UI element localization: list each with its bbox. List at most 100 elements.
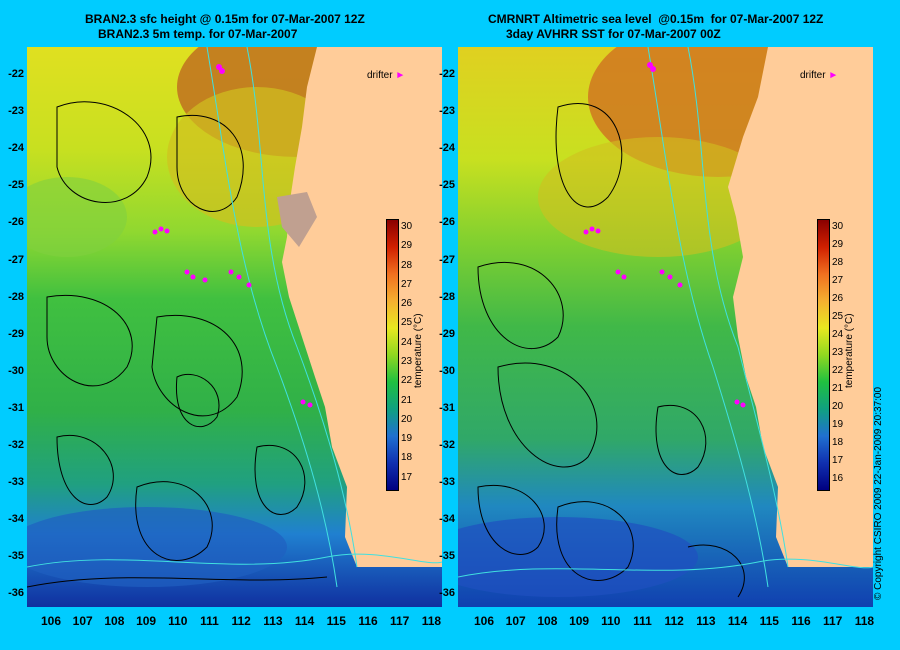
colorbar-tick: 26 bbox=[401, 298, 413, 310]
colorbar-tick: 17 bbox=[401, 471, 413, 483]
left-title-line2: BRAN2.3 5m temp. for 07-Mar-2007 bbox=[98, 27, 298, 41]
x-axis-label: 116 bbox=[358, 614, 378, 628]
y-axis-label: -33 bbox=[439, 476, 455, 489]
right-drifter-legend: drifter ► bbox=[800, 70, 838, 81]
x-axis-label: 112 bbox=[664, 614, 684, 628]
x-axis-label: 107 bbox=[505, 614, 526, 628]
left-land bbox=[282, 47, 442, 567]
right-map-panel bbox=[458, 47, 873, 607]
colorbar-tick: 18 bbox=[401, 452, 413, 464]
y-axis-label: -22 bbox=[439, 68, 455, 80]
y-axis-label: -36 bbox=[439, 587, 455, 600]
y-axis-label: -25 bbox=[8, 179, 24, 192]
left-colorbar-unit: temperature (°C) bbox=[413, 313, 424, 388]
colorbar-tick: 25 bbox=[401, 317, 413, 329]
colorbar-tick: 17 bbox=[832, 455, 844, 466]
x-axis-label: 111 bbox=[200, 614, 219, 628]
right-colorbar bbox=[817, 219, 830, 491]
y-axis-label: -31 bbox=[439, 401, 455, 414]
x-axis-label: 110 bbox=[168, 614, 188, 628]
left-title-line1: BRAN2.3 sfc height @ 0.15m for 07-Mar-20… bbox=[85, 12, 365, 26]
x-axis-label: 117 bbox=[390, 614, 410, 628]
y-axis-label: -23 bbox=[8, 105, 24, 118]
colorbar-tick: 20 bbox=[401, 413, 413, 425]
x-axis-label: 107 bbox=[72, 614, 93, 628]
colorbar-tick: 24 bbox=[401, 336, 413, 348]
x-axis-label: 106 bbox=[473, 614, 495, 628]
left-map-graphic bbox=[27, 47, 442, 607]
drifter-label: drifter bbox=[800, 70, 826, 81]
left-colorbar bbox=[386, 219, 399, 491]
y-axis-label: -22 bbox=[8, 68, 24, 80]
y-axis-label: -34 bbox=[8, 513, 24, 526]
colorbar-tick: 16 bbox=[832, 473, 844, 484]
y-axis-label: -24 bbox=[439, 142, 455, 155]
x-axis-label: 109 bbox=[569, 614, 590, 628]
y-axis-label: -28 bbox=[439, 290, 455, 303]
y-axis-label: -25 bbox=[439, 179, 455, 192]
colorbar-tick: 21 bbox=[401, 394, 413, 406]
colorbar-tick: 28 bbox=[401, 259, 413, 271]
x-axis-label: 109 bbox=[136, 614, 157, 628]
right-colorbar-unit: temperature (°C) bbox=[844, 313, 855, 388]
colorbar-tick: 30 bbox=[401, 221, 413, 232]
colorbar-tick: 22 bbox=[401, 375, 413, 387]
y-axis-label: -30 bbox=[439, 364, 455, 377]
colorbar-tick: 30 bbox=[832, 221, 844, 232]
x-axis-label: 106 bbox=[40, 614, 62, 628]
y-axis-label: -27 bbox=[8, 253, 24, 266]
y-axis-label: -34 bbox=[439, 513, 455, 526]
drifter-label: drifter bbox=[367, 70, 393, 81]
x-axis-label: 112 bbox=[231, 614, 251, 628]
y-axis-label: -35 bbox=[439, 550, 455, 563]
colorbar-tick: 26 bbox=[832, 293, 844, 304]
right-title-line2: 3day AVHRR SST for 07-Mar-2007 00Z bbox=[506, 27, 721, 41]
colorbar-tick: 27 bbox=[832, 275, 844, 286]
colorbar-tick: 29 bbox=[832, 239, 844, 250]
drifter-icon: ► bbox=[395, 70, 406, 81]
y-axis-label: -32 bbox=[8, 439, 24, 451]
right-map-graphic bbox=[458, 47, 873, 607]
x-axis-label: 108 bbox=[537, 614, 558, 628]
colorbar-tick: 19 bbox=[401, 433, 413, 445]
y-axis-label: -32 bbox=[439, 439, 455, 451]
x-axis-label: 114 bbox=[294, 614, 315, 628]
colorbar-tick: 21 bbox=[832, 383, 844, 394]
y-axis-label: -27 bbox=[439, 253, 455, 266]
x-axis-label: 113 bbox=[696, 614, 716, 628]
copyright-note: © Copyright CSIRO 2009 22-Jan-2009 20:37… bbox=[873, 386, 884, 600]
x-axis-label: 110 bbox=[601, 614, 621, 628]
left-map-panel bbox=[27, 47, 442, 607]
x-axis-label: 113 bbox=[263, 614, 283, 628]
colorbar-tick: 19 bbox=[832, 419, 844, 430]
y-axis-label: -26 bbox=[439, 216, 455, 229]
y-axis-label: -35 bbox=[8, 550, 24, 563]
x-axis-label: 114 bbox=[727, 614, 748, 628]
y-axis-label: -31 bbox=[8, 401, 24, 414]
x-axis-label: 115 bbox=[326, 614, 346, 628]
y-axis-label: -30 bbox=[8, 364, 24, 377]
colorbar-tick: 23 bbox=[401, 356, 413, 367]
colorbar-tick: 28 bbox=[832, 257, 844, 268]
x-axis-label: 118 bbox=[421, 614, 442, 628]
y-axis-label: -24 bbox=[8, 142, 24, 155]
right-land bbox=[728, 47, 873, 567]
y-axis-label: -29 bbox=[439, 327, 455, 340]
colorbar-tick: 24 bbox=[832, 329, 844, 340]
y-axis-label: -33 bbox=[8, 476, 24, 489]
y-axis-label: -23 bbox=[439, 105, 455, 118]
drifter-icon: ► bbox=[828, 70, 839, 81]
x-axis-label: 108 bbox=[104, 614, 125, 628]
x-axis-label: 117 bbox=[823, 614, 843, 628]
left-drifter-legend: drifter ► bbox=[367, 70, 405, 81]
y-axis-label: -29 bbox=[8, 327, 24, 340]
y-axis-label: -36 bbox=[8, 587, 24, 600]
colorbar-tick: 20 bbox=[832, 401, 844, 412]
x-axis-label: 118 bbox=[854, 614, 875, 628]
colorbar-tick: 23 bbox=[832, 347, 844, 358]
colorbar-tick: 22 bbox=[832, 365, 844, 376]
x-axis-label: 115 bbox=[759, 614, 779, 628]
y-axis-label: -26 bbox=[8, 216, 24, 229]
colorbar-tick: 25 bbox=[832, 311, 844, 322]
y-axis-label: -28 bbox=[8, 290, 24, 303]
